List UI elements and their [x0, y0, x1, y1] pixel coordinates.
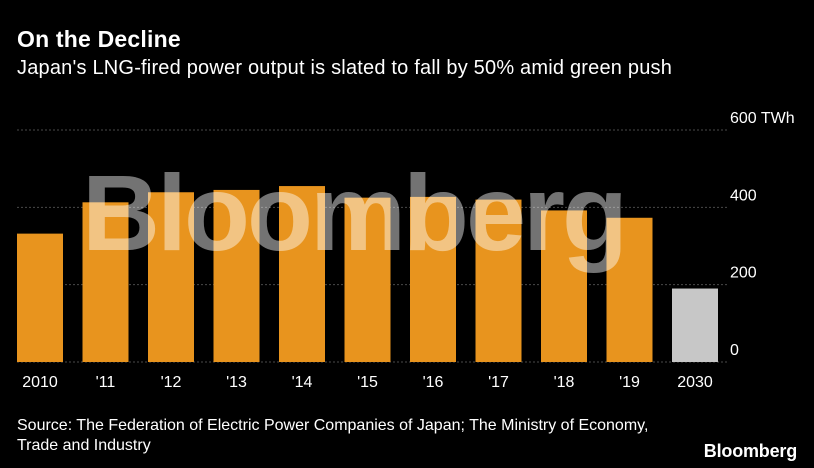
- y-tick-label: 600 TWh: [730, 110, 795, 127]
- y-tick-label: 400: [730, 187, 757, 204]
- x-tick-label: 2030: [677, 374, 713, 391]
- bar: [344, 197, 391, 362]
- chart-subtitle: Japan's LNG-fired power output is slated…: [17, 57, 673, 79]
- x-tick-label: '13: [226, 374, 247, 391]
- bar-chart: 0 200 400 600 TWh 2010 '11 '12 '13 '14 '15 '16 '17 '…: [17, 110, 795, 391]
- chart-title: On the Decline: [17, 26, 181, 52]
- bar: [17, 233, 63, 362]
- bar: [410, 196, 456, 362]
- y-tick-label: 0: [730, 342, 739, 359]
- x-tick-label: '19: [619, 374, 640, 391]
- x-tick-label: 2010: [22, 374, 58, 391]
- source-note: Source: The Federation of Electric Power…: [17, 417, 649, 454]
- x-tick-label: '16: [423, 374, 444, 391]
- bar-projection: [672, 288, 718, 362]
- x-tick-label: '15: [357, 374, 378, 391]
- x-tick-label: '18: [554, 374, 575, 391]
- x-tick-label: '17: [488, 374, 509, 391]
- bar: [213, 189, 260, 362]
- bar: [279, 186, 325, 362]
- bar: [475, 199, 522, 362]
- x-tick-label: '14: [292, 374, 313, 391]
- brand-logo: Bloomberg: [703, 441, 797, 461]
- bar: [606, 217, 653, 362]
- y-tick-label: 200: [730, 265, 757, 282]
- x-tick-label: '12: [161, 374, 182, 391]
- bar: [82, 202, 129, 362]
- x-tick-label: '11: [96, 374, 116, 391]
- bar: [148, 192, 194, 362]
- bar: [541, 210, 587, 362]
